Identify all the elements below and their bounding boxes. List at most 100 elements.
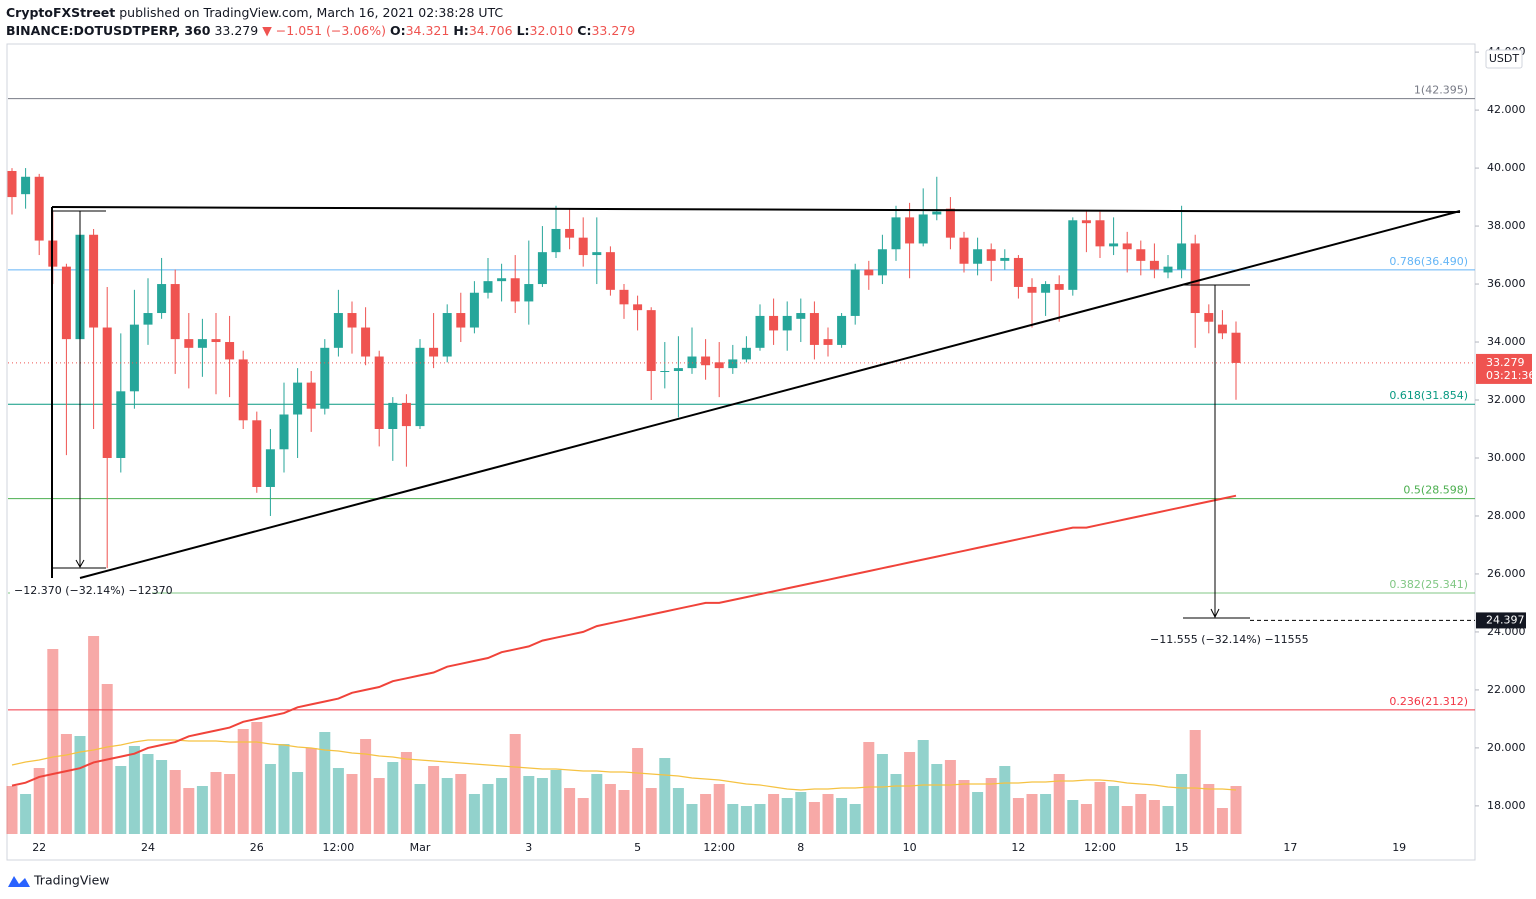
candle-body — [333, 313, 343, 348]
volume-bar — [577, 798, 589, 834]
candle-body — [673, 368, 683, 372]
volume-bar — [319, 732, 331, 834]
candle-body — [347, 313, 357, 328]
countdown: 03:21:36 — [1486, 369, 1535, 382]
y-tick-label: 38.000 — [1487, 219, 1526, 232]
annotation: −12.370 (−32.14%) −12370 — [14, 584, 173, 597]
y-tick-label: 36.000 — [1487, 277, 1526, 290]
candle-body — [279, 414, 289, 450]
candle-body — [197, 339, 207, 348]
candle-body — [687, 356, 697, 369]
volume-bar — [754, 804, 766, 834]
trend-line — [51, 206, 1461, 213]
unit-badge — [1485, 49, 1523, 69]
trend-line — [79, 210, 1461, 579]
y-tick-label: 18.000 — [1487, 799, 1526, 812]
volume-bar — [387, 762, 399, 834]
volume-bar — [251, 722, 263, 834]
last-price-label: 33.279 — [1486, 356, 1525, 369]
volume-bar — [836, 798, 848, 834]
volume-bar — [33, 768, 45, 834]
candle-body — [1149, 260, 1159, 270]
candle-body — [1027, 286, 1037, 293]
c: 33.279 — [591, 23, 636, 38]
last-price-tag — [1476, 353, 1532, 384]
fib-label: 0.786(36.490) — [1389, 255, 1468, 268]
volume-bar — [849, 804, 861, 834]
candle-body — [102, 327, 112, 458]
volume-bar — [972, 792, 984, 834]
candle-body — [143, 313, 153, 325]
volume-bar — [74, 736, 86, 834]
candle-body — [7, 170, 17, 198]
volume-ma-line — [11, 739, 1237, 791]
volume-bar — [332, 768, 344, 834]
candle-body — [959, 237, 969, 264]
volume-bar — [278, 744, 290, 834]
x-tick-label: 24 — [141, 841, 155, 854]
ma-line — [11, 494, 1237, 787]
candle-body — [646, 310, 656, 372]
volume-bar — [536, 778, 548, 834]
candle-body — [551, 228, 561, 253]
candle-body — [1136, 249, 1146, 261]
volume-bar — [904, 752, 916, 834]
publisher: CryptoFXStreet — [6, 5, 116, 20]
candle-body — [891, 217, 901, 250]
candle-body — [442, 313, 452, 357]
volume-bar — [1162, 806, 1174, 834]
symbol: BINANCE:DOTUSDTPERP, 360 — [6, 23, 211, 38]
candle-body — [456, 313, 466, 328]
volume-bar — [768, 794, 780, 834]
x-tick-label: 12 — [1011, 841, 1025, 854]
candle-body — [565, 228, 575, 238]
candle-body — [755, 315, 765, 348]
candle-body — [510, 278, 520, 302]
volume-bar — [224, 774, 236, 834]
volume-bar — [1053, 774, 1065, 834]
candle-body — [34, 176, 44, 241]
y-tick-label: 20.000 — [1487, 741, 1526, 754]
y-tick-label: 22.000 — [1487, 683, 1526, 696]
volume-bar — [128, 746, 140, 834]
candle-body — [701, 356, 711, 366]
candle-body — [660, 371, 670, 373]
candle-body — [619, 289, 629, 305]
candle-body — [415, 347, 425, 427]
candle-body — [741, 347, 751, 360]
candle-body — [129, 324, 139, 392]
candle-body — [592, 252, 602, 256]
volume-bar — [618, 790, 630, 834]
candle-body — [837, 315, 847, 345]
candle-body — [932, 211, 942, 215]
candle-body — [497, 278, 507, 282]
volume-bar — [564, 788, 576, 834]
volume-bar — [1012, 798, 1024, 834]
volume-bar — [1108, 786, 1120, 834]
x-tick-label: 5 — [634, 841, 641, 854]
target-label: 24.397 — [1486, 613, 1525, 626]
candle-body — [1068, 220, 1078, 290]
candle-body — [361, 327, 371, 357]
candle-body — [1190, 243, 1200, 314]
volume-bar — [591, 774, 603, 834]
x-tick-label: 19 — [1392, 841, 1406, 854]
candle-body — [850, 269, 860, 316]
symbol-line: BINANCE:DOTUSDTPERP, 360 33.279 ▼ −1.051 … — [6, 23, 639, 38]
candle-body — [1163, 266, 1173, 273]
l: 32.010 — [529, 23, 574, 38]
candle-body — [265, 449, 275, 487]
volume-bar — [1026, 794, 1038, 834]
candle-body — [238, 359, 248, 421]
candle-body — [170, 284, 180, 340]
volume-bar — [142, 754, 154, 834]
h: 34.706 — [468, 23, 513, 38]
candle-body — [483, 281, 493, 293]
fib-label: 0.5(28.598) — [1403, 484, 1468, 497]
candle-body — [1109, 243, 1119, 247]
volume-bar — [47, 649, 59, 834]
y-tick-label: 44.000 — [1487, 45, 1526, 58]
candle-body — [306, 382, 316, 409]
volume-bar — [917, 740, 929, 834]
volume-bar — [88, 636, 100, 834]
